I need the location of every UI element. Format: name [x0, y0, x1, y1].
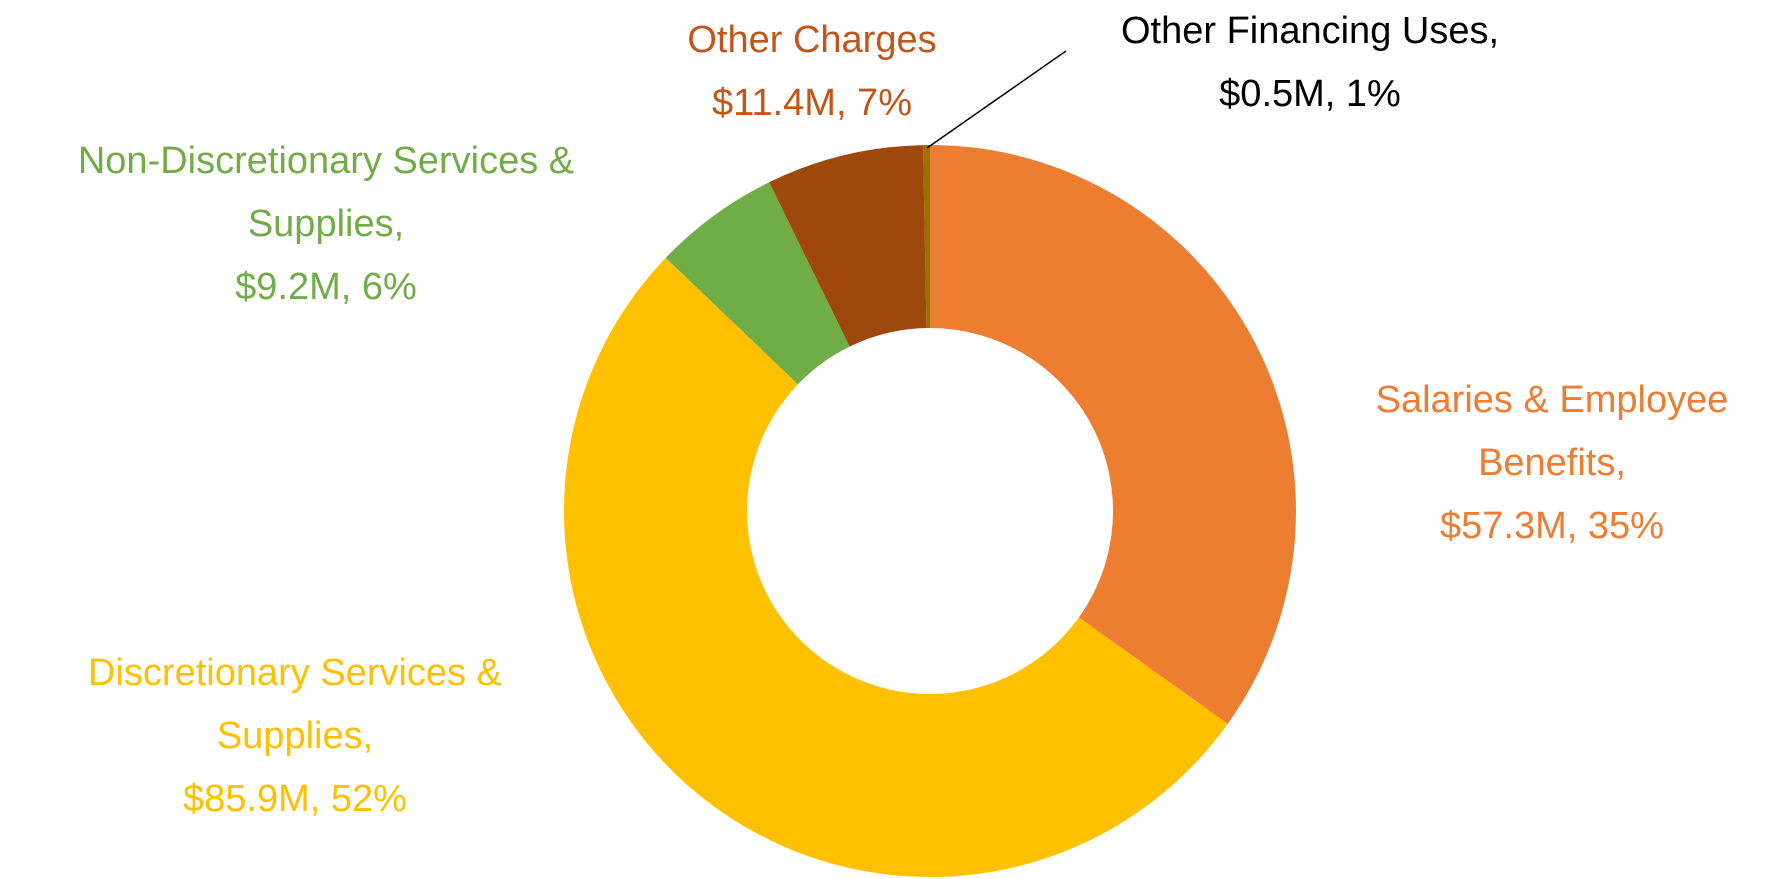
category-name: Non-Discretionary Services & Supplies,: [77, 140, 575, 245]
slice-label: Discretionary Services & Supplies, $85.9M…: [25, 642, 565, 831]
slice-label: Other Charges $11.4M, 7%: [612, 9, 1012, 135]
value-label: $57.3M, 35%: [1440, 505, 1664, 547]
category-name: Other Financing Uses,: [1120, 10, 1500, 52]
donut-slice: [930, 145, 1296, 724]
category-name: Discretionary Services & Supplies,: [88, 652, 502, 757]
donut-slice: [564, 257, 1228, 877]
category-name: Other Charges: [687, 19, 937, 61]
slice-label: Non-Discretionary Services & Supplies, $9…: [6, 130, 646, 319]
slice-label: Other Financing Uses, $0.5M, 1%: [1050, 0, 1570, 126]
donut-slice: [923, 145, 930, 329]
value-label: $0.5M, 1%: [1219, 73, 1401, 115]
leader-line: [926, 50, 1067, 149]
value-label: $11.4M, 7%: [712, 82, 912, 124]
value-label: $9.2M, 6%: [235, 266, 417, 308]
category-name: Salaries & Employee Benefits,: [1375, 379, 1729, 484]
donut-slice: [665, 182, 850, 385]
slice-label: Salaries & Employee Benefits, $57.3M, 35%: [1337, 369, 1767, 558]
donut-slice: [769, 145, 927, 347]
value-label: $85.9M, 52%: [183, 778, 407, 820]
